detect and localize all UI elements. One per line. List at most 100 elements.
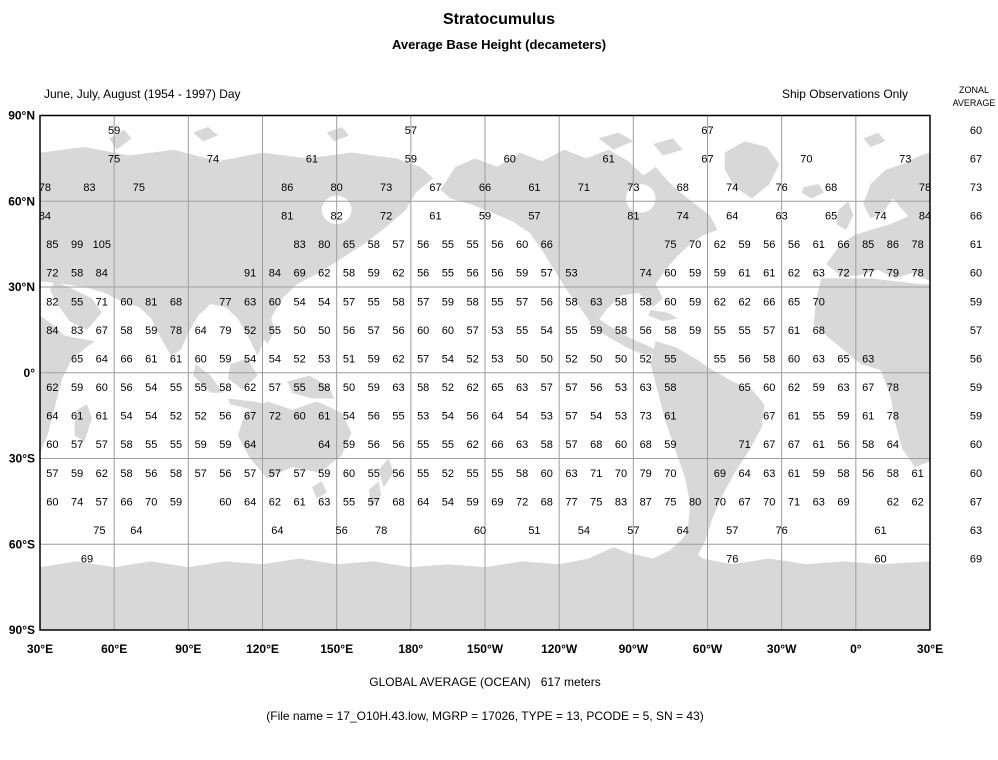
grid-value: 65 <box>343 239 355 251</box>
grid-value: 56 <box>335 525 347 537</box>
grid-value: 56 <box>590 382 602 394</box>
grid-value: 63 <box>516 439 528 451</box>
grid-value: 63 <box>763 468 775 480</box>
grid-value: 76 <box>776 525 788 537</box>
grid-value: 65 <box>491 382 503 394</box>
grid-value: 55 <box>170 382 182 394</box>
grid-value: 52 <box>170 411 182 423</box>
grid-value: 54 <box>244 353 256 365</box>
grid-value: 61 <box>738 268 750 280</box>
grid-value: 59 <box>689 268 701 280</box>
grid-value: 66 <box>541 239 553 251</box>
grid-value: 59 <box>405 153 417 165</box>
global-average-caption: GLOBAL AVERAGE (OCEAN) 617 meters <box>40 675 930 689</box>
grid-value: 59 <box>368 268 380 280</box>
grid-value: 58 <box>120 468 132 480</box>
grid-value: 60 <box>541 468 553 480</box>
landmass-svalbard <box>863 132 886 147</box>
zonal-average-value: 60 <box>970 125 982 137</box>
grid-value: 70 <box>689 239 701 251</box>
grid-value: 50 <box>615 353 627 365</box>
grid-value: 57 <box>627 525 639 537</box>
grid-value: 51 <box>343 353 355 365</box>
grid-value: 73 <box>899 153 911 165</box>
grid-value: 70 <box>800 153 812 165</box>
grid-value: 55 <box>293 382 305 394</box>
grid-value: 74 <box>71 496 83 508</box>
grid-value: 63 <box>244 296 256 308</box>
season-label: June, July, August (1954 - 1997) Day <box>44 87 241 101</box>
grid-value: 59 <box>219 353 231 365</box>
grid-value: 55 <box>145 439 157 451</box>
grid-value: 58 <box>368 239 380 251</box>
grid-value: 53 <box>615 382 627 394</box>
grid-value: 54 <box>269 353 281 365</box>
grid-value: 59 <box>442 296 454 308</box>
grid-value: 56 <box>491 268 503 280</box>
grid-value: 56 <box>541 296 553 308</box>
grid-value: 57 <box>343 296 355 308</box>
grid-value: 63 <box>862 353 874 365</box>
grid-value: 59 <box>813 468 825 480</box>
grid-value: 56 <box>837 439 849 451</box>
grid-value: 61 <box>763 268 775 280</box>
grid-value: 62 <box>269 496 281 508</box>
grid-value: 60 <box>293 411 305 423</box>
grid-value: 52 <box>565 353 577 365</box>
grid-value: 58 <box>392 296 404 308</box>
grid-value: 57 <box>528 211 540 223</box>
grid-value: 61 <box>813 239 825 251</box>
landmass-iceland <box>801 184 824 199</box>
zonal-average-value: 60 <box>970 439 982 451</box>
zonal-average-value: 59 <box>970 382 982 394</box>
grid-value: 77 <box>565 496 577 508</box>
grid-value: 55 <box>269 325 281 337</box>
grid-value: 72 <box>380 211 392 223</box>
landmass-australia <box>237 401 352 479</box>
grid-value: 57 <box>293 468 305 480</box>
grid-value: 73 <box>380 182 392 194</box>
grid-value: 68 <box>541 496 553 508</box>
y-axis-tick-label: 60°N <box>8 194 35 208</box>
grid-value: 66 <box>120 353 132 365</box>
zonal-average-value: 59 <box>970 411 982 423</box>
grid-value: 52 <box>442 382 454 394</box>
grid-value: 82 <box>46 296 58 308</box>
grid-value: 91 <box>244 268 256 280</box>
grid-value: 84 <box>46 325 58 337</box>
grid-value: 58 <box>615 296 627 308</box>
grid-value: 62 <box>392 268 404 280</box>
landmass-novaya-zemlya <box>109 129 132 150</box>
grid-value: 78 <box>375 525 387 537</box>
grid-value: 84 <box>269 268 281 280</box>
grid-value: 62 <box>887 496 899 508</box>
grid-value: 55 <box>170 439 182 451</box>
grid-value: 60 <box>874 554 886 566</box>
grid-value: 83 <box>615 496 627 508</box>
grid-value: 72 <box>837 268 849 280</box>
grid-value: 63 <box>640 382 652 394</box>
grid-value: 59 <box>71 382 83 394</box>
grid-value: 58 <box>467 296 479 308</box>
grid-value: 65 <box>788 296 800 308</box>
grid-value: 59 <box>467 496 479 508</box>
grid-value: 64 <box>887 439 899 451</box>
grid-value: 53 <box>417 411 429 423</box>
grid-value: 57 <box>541 382 553 394</box>
grid-value: 58 <box>120 325 132 337</box>
grid-value: 56 <box>219 468 231 480</box>
grid-value: 83 <box>83 182 95 194</box>
grid-value: 63 <box>837 382 849 394</box>
grid-value: 55 <box>491 296 503 308</box>
grid-value: 58 <box>640 296 652 308</box>
grid-value: 58 <box>565 296 577 308</box>
grid-value: 54 <box>120 411 132 423</box>
grid-value: 59 <box>479 211 491 223</box>
grid-value: 55 <box>343 496 355 508</box>
grid-value: 59 <box>343 439 355 451</box>
grid-value: 54 <box>442 353 454 365</box>
grid-value: 52 <box>442 468 454 480</box>
grid-value: 54 <box>145 382 157 394</box>
grid-value: 60 <box>269 296 281 308</box>
file-info-caption: (File name = 17_O10H.43.low, MGRP = 1702… <box>266 709 704 723</box>
